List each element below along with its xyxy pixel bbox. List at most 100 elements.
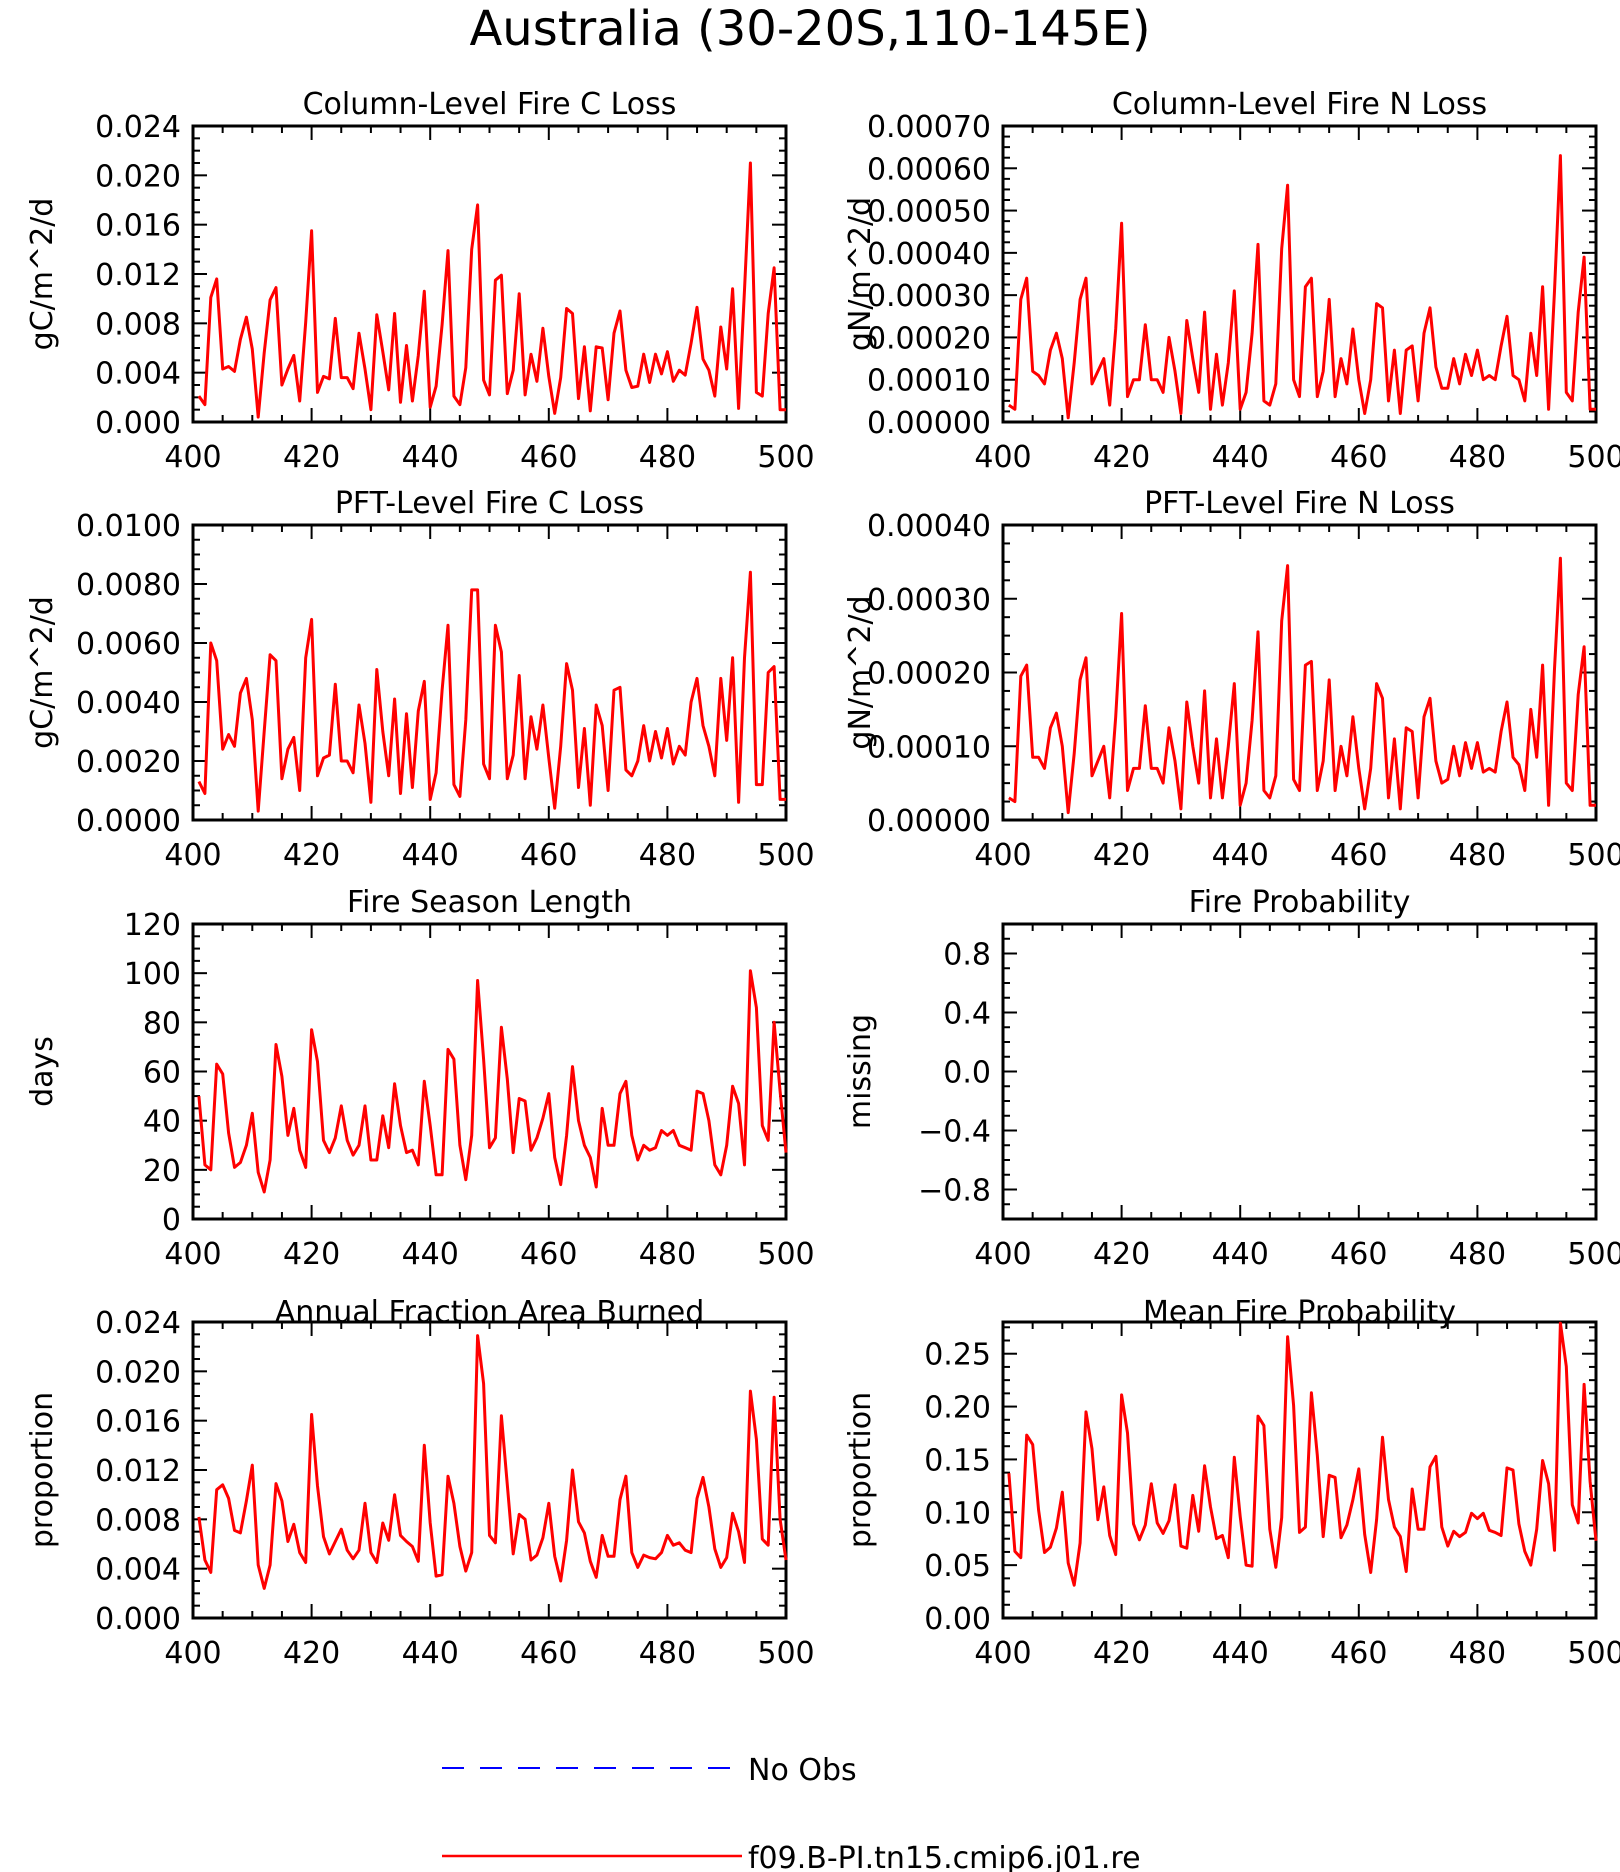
x-tick-label: 460 (520, 838, 577, 873)
panel-title: Fire Probability (1189, 885, 1411, 920)
y-tick-label: −0.8 (918, 1174, 991, 1209)
y-tick-label: 0.004 (95, 1553, 181, 1588)
y-tick-label: 0.00 (924, 1602, 991, 1637)
y-tick-label: 0.00060 (867, 152, 991, 187)
y-tick-label: 0.05 (924, 1549, 991, 1584)
y-axis-label: gC/m^2/d (25, 198, 60, 351)
series-line (197, 969, 788, 1194)
y-tick-label: 0.0020 (76, 745, 181, 780)
x-tick-label: 480 (639, 1237, 696, 1272)
y-tick-label: 100 (124, 957, 181, 992)
y-tick-label: 0.012 (95, 258, 181, 293)
y-tick-label: 0.016 (95, 1405, 181, 1440)
y-tick-label: 0.00070 (867, 110, 991, 145)
y-tick-label: 0.00040 (867, 509, 991, 544)
panel-title: PFT-Level Fire C Loss (335, 486, 644, 521)
legend: No Obs f09.B-PI.tn15.cmip6.j01.re (442, 1753, 1141, 1872)
y-tick-label: 0.0000 (76, 804, 181, 839)
x-tick-label: 500 (1567, 1636, 1620, 1671)
x-tick-label: 500 (1567, 440, 1620, 475)
y-tick-label: 0.0100 (76, 509, 181, 544)
y-tick-label: 0.00030 (867, 279, 991, 314)
panel-6: Fire Probability missing 400 420 440 460 480 50… (843, 885, 1620, 1272)
x-tick-label: 480 (639, 440, 696, 475)
panel-title: Column-Level Fire C Loss (303, 87, 677, 122)
y-tick-label: 0.4 (943, 997, 991, 1032)
x-tick-label: 460 (1330, 838, 1387, 873)
y-tick-label: 0 (162, 1203, 181, 1238)
x-tick-label: 400 (164, 440, 221, 475)
panel-7: Annual Fraction Area Burnedproportion400… (25, 1295, 815, 1671)
x-tick-label: 500 (757, 1636, 814, 1671)
x-tick-label: 440 (402, 1636, 459, 1671)
x-tick-label: 420 (1093, 1636, 1150, 1671)
x-tick-label: 460 (520, 1237, 577, 1272)
x-tick-label: 440 (1212, 440, 1269, 475)
y-tick-label: 0.00030 (867, 583, 991, 618)
y-tick-label: 0.10 (924, 1496, 991, 1531)
x-tick-label: 420 (1093, 1237, 1150, 1272)
x-tick-label: 480 (1449, 1237, 1506, 1272)
y-tick-label: 0.00000 (867, 406, 991, 441)
y-tick-label: 0.004 (95, 357, 181, 392)
panel-3: PFT-Level Fire C Loss gC/m^2/d 400 420 440 46… (25, 486, 815, 873)
x-tick-label: 440 (402, 838, 459, 873)
x-tick-label: 480 (639, 1636, 696, 1671)
plot-frame (191, 1320, 788, 1620)
legend-model-label: f09.B-PI.tn15.cmip6.j01.re (748, 1841, 1141, 1872)
x-tick-label: 440 (1212, 1636, 1269, 1671)
y-axis-label: proportion (843, 1392, 878, 1548)
series-line (1008, 154, 1596, 420)
y-tick-label: 0.15 (924, 1443, 991, 1478)
y-tick-label: 40 (143, 1105, 181, 1140)
x-tick-label: 460 (1330, 1237, 1387, 1272)
y-tick-label: 0.00040 (867, 237, 991, 272)
y-tick-label: 60 (143, 1056, 181, 1091)
y-axis-label: gN/m^2/d (843, 595, 878, 749)
y-tick-label: 0.00010 (867, 730, 991, 765)
panel-title: PFT-Level Fire N Loss (1144, 486, 1455, 521)
y-tick-label: 0.25 (924, 1338, 991, 1373)
series-line (197, 161, 786, 419)
x-tick-label: 460 (1330, 440, 1387, 475)
y-axis-label: days (25, 1036, 60, 1107)
y-tick-label: 0.012 (95, 1454, 181, 1489)
y-axis-label: proportion (25, 1392, 60, 1548)
x-tick-label: 400 (974, 1636, 1031, 1671)
figure-title: Australia (30-20S,110-145E) (469, 1, 1150, 57)
x-tick-label: 400 (164, 838, 221, 873)
x-tick-label: 420 (283, 838, 340, 873)
x-tick-label: 440 (402, 1237, 459, 1272)
x-tick-label: 440 (1212, 1237, 1269, 1272)
legend-obs-label: No Obs (748, 1753, 857, 1788)
y-tick-label: 0.000 (95, 1602, 181, 1637)
y-tick-label: 0.008 (95, 1503, 181, 1538)
y-tick-label: 120 (124, 908, 181, 943)
y-tick-label: 20 (143, 1154, 181, 1189)
x-tick-label: 400 (164, 1237, 221, 1272)
panel-title: Column-Level Fire N Loss (1112, 87, 1487, 122)
x-tick-label: 500 (757, 838, 814, 873)
x-tick-label: 420 (283, 1237, 340, 1272)
x-tick-label: 420 (1093, 838, 1150, 873)
x-tick-label: 400 (164, 1636, 221, 1671)
series-line (197, 570, 786, 813)
y-tick-label: 0.024 (95, 1306, 181, 1341)
y-tick-label: 0.000 (95, 406, 181, 441)
x-tick-label: 480 (1449, 1636, 1506, 1671)
series-line (197, 1334, 788, 1590)
y-tick-label: 0.008 (95, 307, 181, 342)
x-tick-label: 480 (1449, 838, 1506, 873)
x-tick-label: 460 (520, 440, 577, 475)
x-tick-label: 480 (1449, 440, 1506, 475)
plot-frame (1001, 922, 1598, 1221)
x-tick-label: 480 (639, 838, 696, 873)
y-tick-label: −0.4 (918, 1115, 991, 1150)
x-tick-label: 400 (974, 1237, 1031, 1272)
panel-title: Fire Season Length (347, 885, 632, 920)
y-axis-label: missing (843, 1014, 878, 1129)
y-tick-label: 0.0040 (76, 686, 181, 721)
panel-1: Column-Level Fire C Loss gC/m^2/d 400 420 44… (25, 87, 815, 475)
y-tick-label: 0.00050 (867, 195, 991, 230)
